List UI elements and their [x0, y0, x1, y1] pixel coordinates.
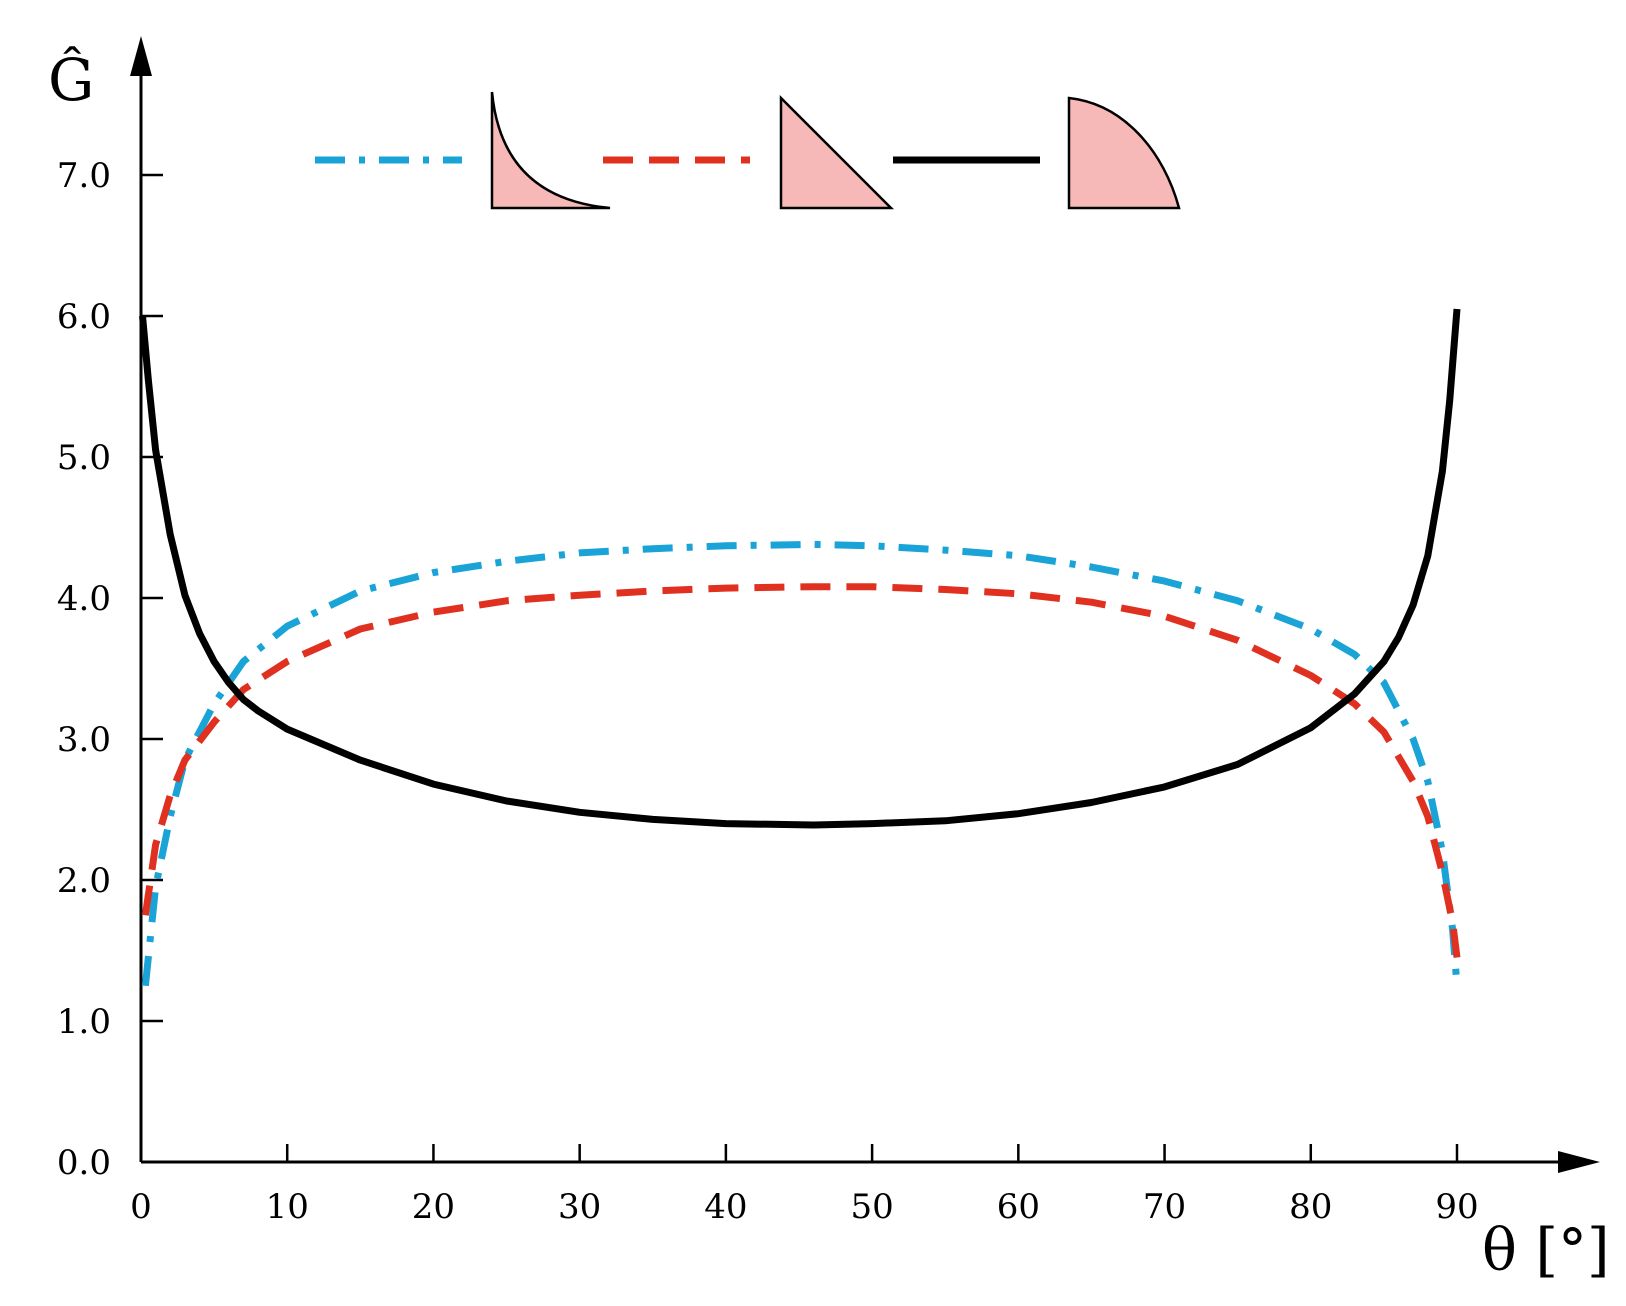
y-tick-label: 6.0 [57, 297, 111, 337]
plot-series [139, 308, 1461, 987]
axes: 0 10 20 30 40 50 60 70 80 90 0.0 1.0 2.0 3.0 4.0 5.0 6.0… [57, 36, 1600, 1227]
x-tick-label: 50 [850, 1187, 893, 1227]
y-tick-label: 4.0 [57, 579, 111, 619]
y-axis-arrow [130, 36, 152, 76]
y-tick-label: 0.0 [57, 1143, 111, 1183]
x-tick-label: 60 [997, 1187, 1040, 1227]
legend-shape-concave-profile [490, 91, 611, 210]
x-tick-label: 90 [1435, 1187, 1478, 1227]
series-line-solid [139, 308, 1461, 829]
x-tick-label: 80 [1289, 1187, 1332, 1227]
x-axis-title: θ [°] [1482, 1216, 1610, 1284]
x-axis-arrow [1558, 1151, 1600, 1173]
legend-shape-triangle-profile [779, 94, 895, 210]
series-line-dash-dot [141, 540, 1461, 987]
y-axis-title: Ĝ [48, 46, 94, 114]
x-tick-label: 40 [704, 1187, 747, 1227]
y-tick-label: 1.0 [57, 1002, 111, 1042]
x-tick-label: 30 [558, 1187, 601, 1227]
series-line-dashed [141, 583, 1461, 958]
legend-shape-convex-profile [1067, 96, 1181, 210]
x-tick-label: 20 [412, 1187, 455, 1227]
y-tick-label: 7.0 [57, 156, 111, 196]
y-tick-label: 2.0 [57, 861, 111, 901]
x-tick-label: 0 [130, 1187, 152, 1227]
x-tick-label: 10 [266, 1187, 309, 1227]
legend [315, 91, 1181, 210]
y-tick-label: 3.0 [57, 720, 111, 760]
x-tick-label: 70 [1143, 1187, 1186, 1227]
y-tick-label: 5.0 [57, 438, 111, 478]
